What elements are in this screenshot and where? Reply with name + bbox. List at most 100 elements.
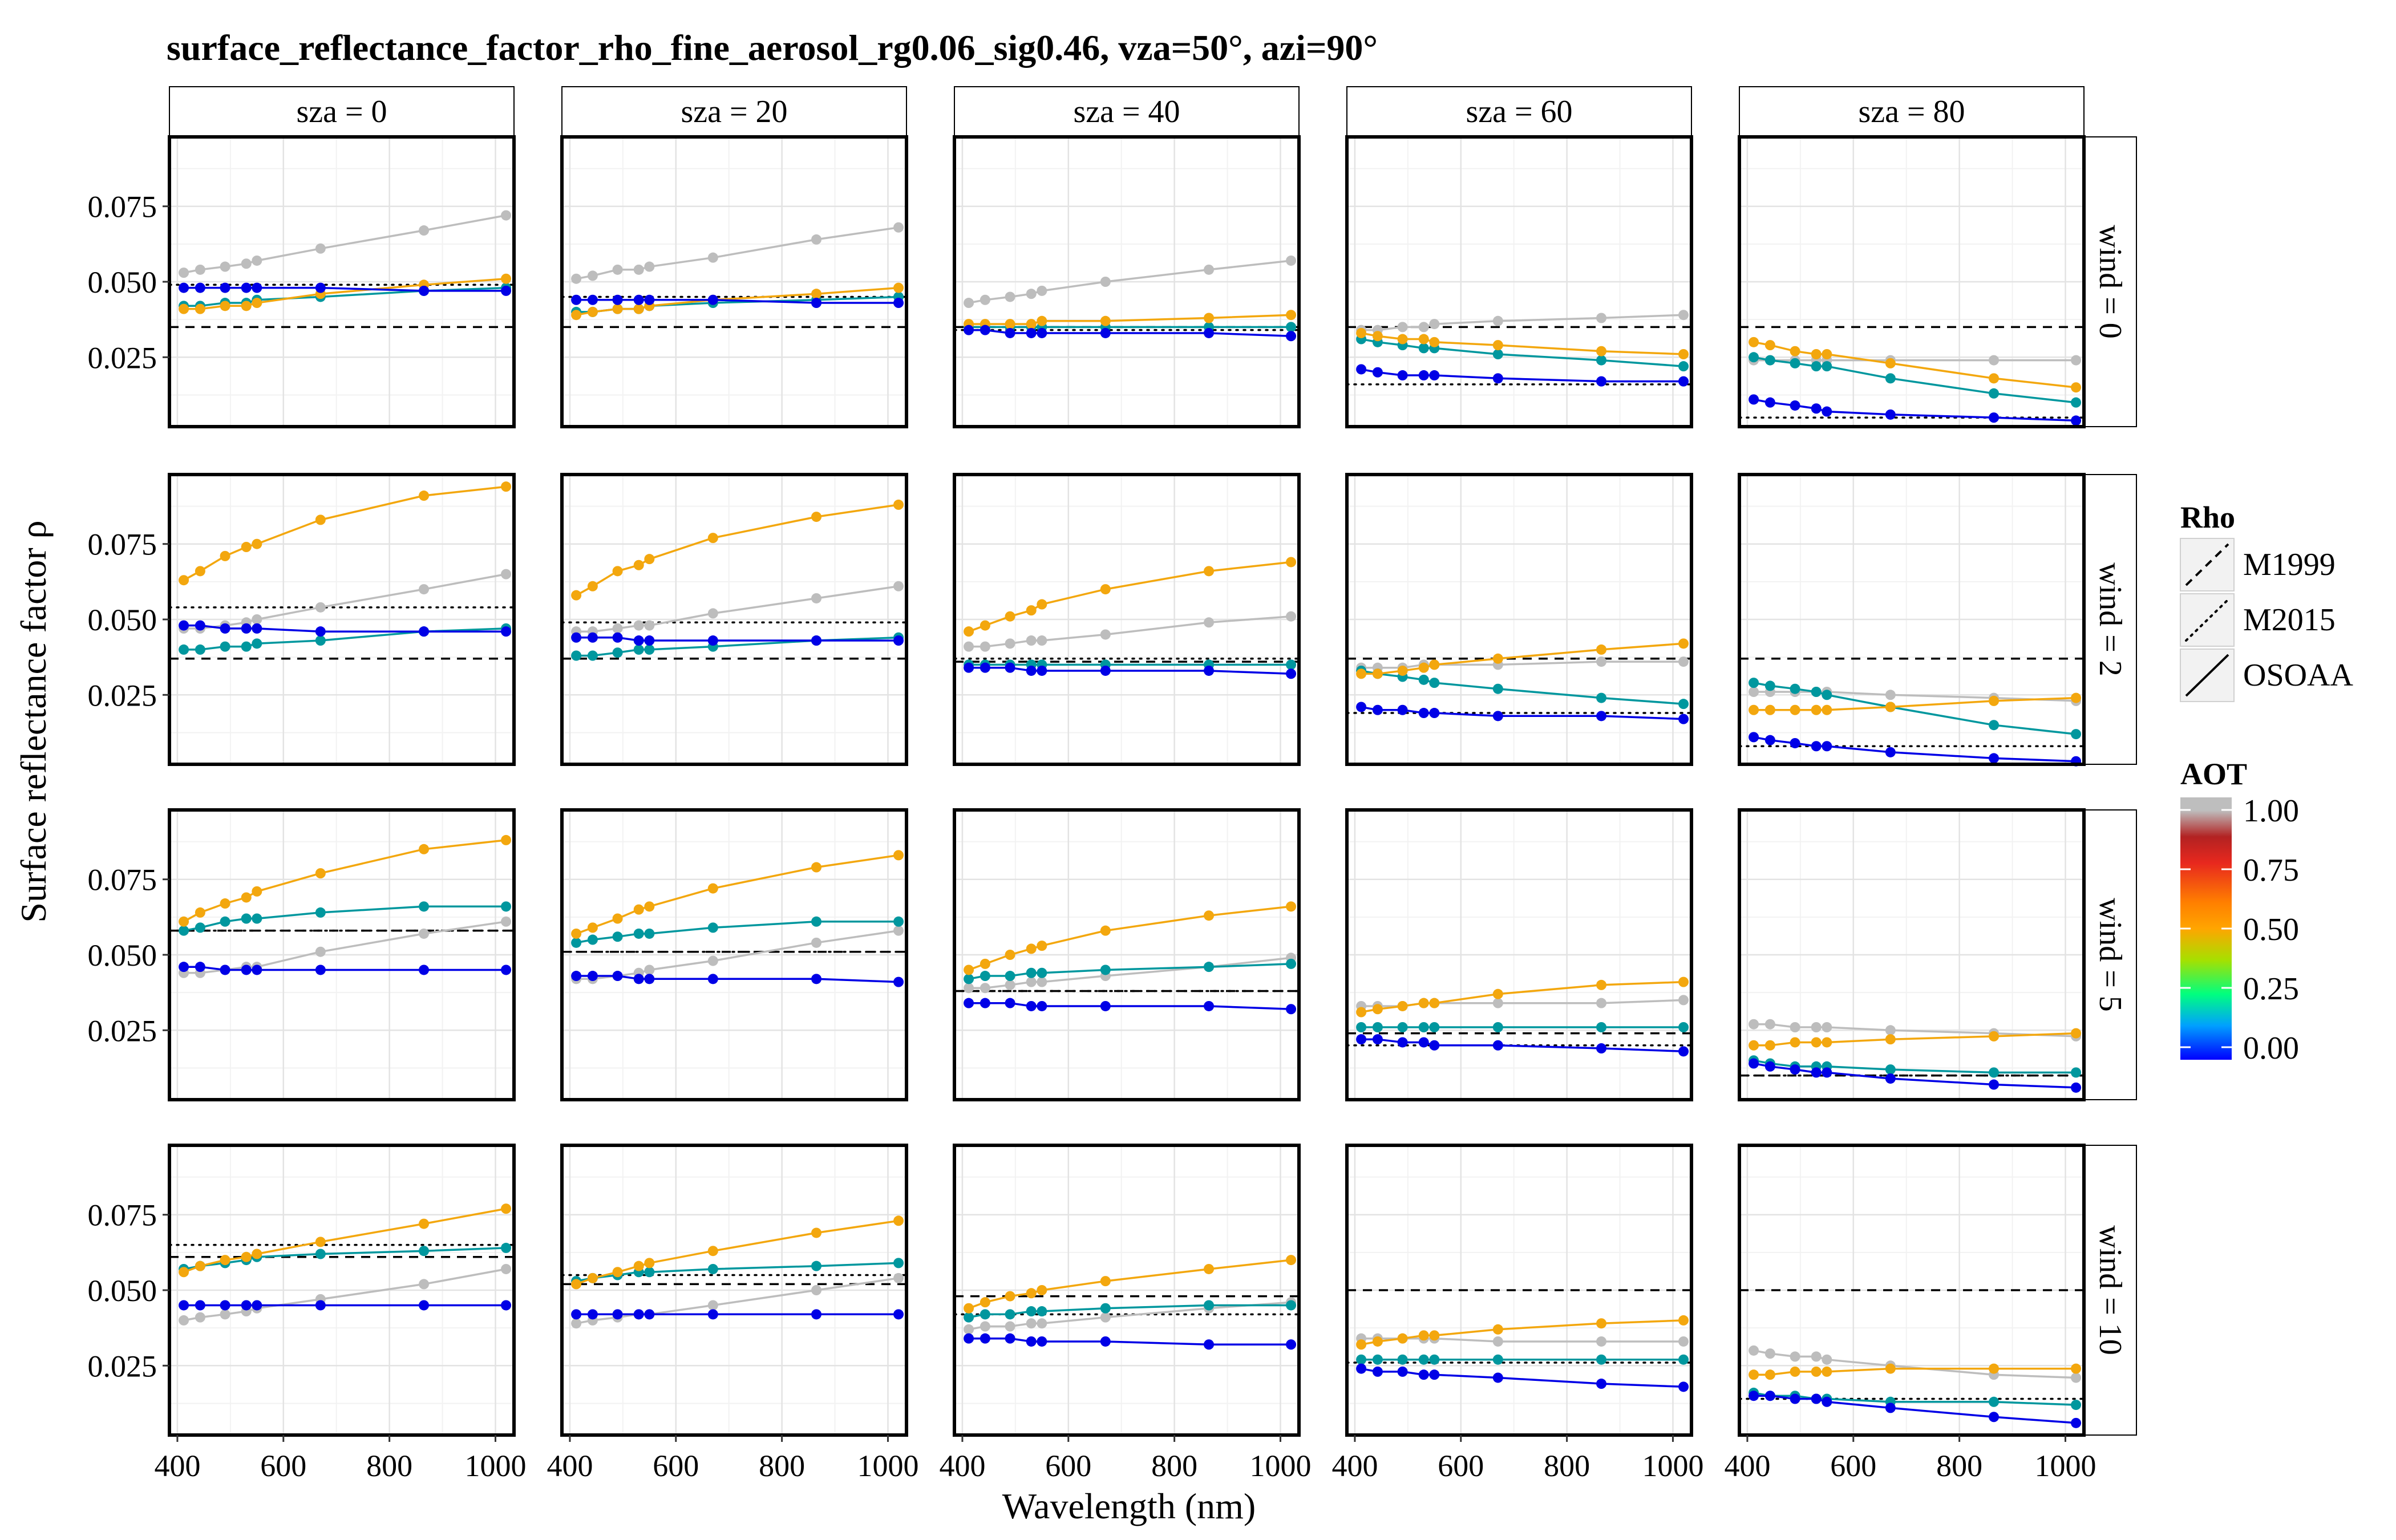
data-point [964, 1303, 974, 1314]
data-point [315, 635, 326, 646]
data-point [1678, 714, 1689, 724]
data-point [2071, 729, 2082, 740]
data-point [1026, 289, 1037, 299]
data-point [587, 294, 598, 305]
data-point [1397, 322, 1408, 333]
data-point [1372, 704, 1383, 715]
data-point [1397, 370, 1408, 381]
x-tick-label: 400 [939, 1449, 985, 1483]
data-point [1204, 1300, 1215, 1311]
data-point [1026, 1306, 1037, 1317]
data-point [1749, 704, 1759, 715]
data-point [1418, 334, 1429, 345]
data-point [1989, 1067, 2000, 1078]
panel [560, 135, 908, 428]
data-point [1678, 699, 1689, 710]
data-point [1678, 1046, 1689, 1057]
data-point [501, 273, 512, 284]
data-point [644, 1309, 655, 1320]
data-point [179, 1315, 189, 1326]
data-point [1429, 1330, 1440, 1341]
data-point [1596, 711, 1607, 722]
data-point [315, 514, 326, 525]
data-point [315, 868, 326, 879]
data-point [252, 298, 262, 309]
data-point [1204, 1339, 1215, 1350]
data-point [980, 641, 990, 652]
data-point [1204, 665, 1215, 676]
data-point [315, 626, 326, 637]
data-point [980, 971, 990, 982]
data-point [1989, 388, 2000, 399]
y-axis-label: Surface reflectance factor ρ [13, 520, 54, 922]
data-point [1749, 687, 1759, 697]
panel [1738, 135, 2086, 428]
data-point [1005, 1333, 1015, 1344]
data-point [1811, 1351, 1822, 1362]
panel-border [1345, 135, 1693, 428]
data-point [1989, 1031, 2000, 1041]
data-point [195, 282, 205, 293]
data-point [980, 1309, 990, 1320]
data-point [1418, 674, 1429, 685]
legend-rho-label: M1999 [2243, 547, 2336, 582]
data-point [2071, 397, 2082, 408]
data-point [893, 499, 904, 510]
data-point [1885, 1025, 1896, 1036]
data-point [1372, 331, 1383, 342]
data-point [1372, 1022, 1383, 1032]
data-point [1005, 638, 1015, 649]
data-point [1204, 962, 1215, 972]
data-point [1989, 1412, 2000, 1423]
data-point [980, 620, 990, 631]
data-point [1678, 656, 1689, 667]
data-point [1286, 331, 1297, 342]
data-point [1005, 319, 1015, 330]
data-point [419, 1300, 430, 1311]
column-strip [1739, 86, 2085, 137]
data-point [633, 974, 644, 984]
data-point [1492, 373, 1503, 384]
x-tick-label: 1000 [1249, 1449, 1311, 1483]
data-point [893, 581, 904, 591]
data-point [1790, 1351, 1800, 1362]
data-point [315, 1249, 326, 1259]
data-point [1397, 1366, 1408, 1377]
data-point [1822, 406, 1832, 417]
data-point [571, 928, 582, 939]
x-tick-label: 400 [1331, 1449, 1378, 1483]
panel: 0.025 0.050 0.075 400 600 800 1000 [88, 1144, 526, 1483]
data-point [811, 937, 822, 948]
data-point [1492, 1372, 1503, 1383]
x-tick-label: 1000 [464, 1449, 526, 1483]
data-point [1356, 1007, 1367, 1018]
data-point [1822, 704, 1832, 715]
data-point [220, 623, 230, 634]
data-point [1811, 704, 1822, 715]
data-point [315, 907, 326, 918]
data-point [811, 1285, 822, 1295]
data-point [707, 608, 718, 619]
data-point [1286, 611, 1297, 622]
data-point [252, 913, 262, 924]
data-point [195, 922, 205, 933]
data-point [1372, 668, 1383, 679]
legend-key-dotted [2185, 598, 2229, 642]
data-point [220, 301, 230, 311]
data-point [1989, 753, 2000, 764]
data-point [1100, 665, 1111, 676]
y-tick-label: 0.025 [88, 1014, 157, 1048]
data-point [893, 916, 904, 927]
data-point [1492, 1336, 1503, 1347]
data-point [220, 1309, 230, 1320]
data-point [2071, 415, 2082, 426]
column-strip [1346, 86, 1692, 137]
data-point [1397, 1022, 1408, 1032]
panel-border [953, 808, 1301, 1101]
data-point [195, 1312, 205, 1323]
data-point [252, 282, 262, 293]
data-point [1204, 1000, 1215, 1011]
data-point [252, 538, 262, 549]
data-point [179, 925, 189, 936]
data-point [1596, 1336, 1607, 1347]
